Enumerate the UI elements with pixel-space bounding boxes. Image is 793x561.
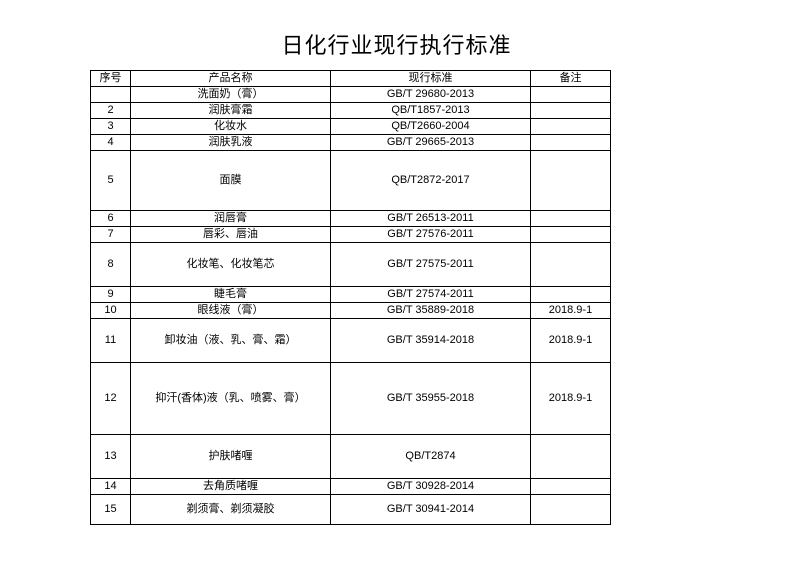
cell-std: GB/T 27576-2011: [331, 227, 531, 243]
cell-note: 2018.9-1: [531, 319, 611, 363]
cell-note: [531, 151, 611, 211]
cell-name: 润肤乳液: [131, 135, 331, 151]
cell-std: GB/T 27574-2011: [331, 287, 531, 303]
cell-name: 润唇膏: [131, 211, 331, 227]
cell-seq: 5: [91, 151, 131, 211]
cell-note: [531, 287, 611, 303]
cell-note: [531, 87, 611, 103]
standards-table: 序号 产品名称 现行标准 备注 洗面奶（膏）GB/T 29680-20132润肤…: [90, 70, 611, 525]
cell-note: 2018.9-1: [531, 363, 611, 435]
cell-note: [531, 211, 611, 227]
cell-seq: 7: [91, 227, 131, 243]
cell-name: 去角质啫喱: [131, 479, 331, 495]
cell-seq: 13: [91, 435, 131, 479]
cell-name: 剃须膏、剃须凝胶: [131, 495, 331, 525]
table-row: 12抑汗(香体)液（乳、喷雾、膏）GB/T 35955-20182018.9-1: [91, 363, 611, 435]
cell-std: GB/T 29665-2013: [331, 135, 531, 151]
cell-std: QB/T2874: [331, 435, 531, 479]
col-header-note: 备注: [531, 71, 611, 87]
cell-name: 睫毛膏: [131, 287, 331, 303]
cell-name: 化妆笔、化妆笔芯: [131, 243, 331, 287]
cell-note: [531, 479, 611, 495]
cell-std: GB/T 35889-2018: [331, 303, 531, 319]
cell-std: GB/T 30928-2014: [331, 479, 531, 495]
cell-note: 2018.9-1: [531, 303, 611, 319]
cell-name: 护肤啫喱: [131, 435, 331, 479]
cell-seq: 15: [91, 495, 131, 525]
cell-seq: 11: [91, 319, 131, 363]
table-row: 13护肤啫喱QB/T2874: [91, 435, 611, 479]
table-row: 洗面奶（膏）GB/T 29680-2013: [91, 87, 611, 103]
col-header-seq: 序号: [91, 71, 131, 87]
table-row: 4润肤乳液GB/T 29665-2013: [91, 135, 611, 151]
table-header-row: 序号 产品名称 现行标准 备注: [91, 71, 611, 87]
cell-std: GB/T 27575-2011: [331, 243, 531, 287]
table-row: 10眼线液（膏）GB/T 35889-20182018.9-1: [91, 303, 611, 319]
cell-note: [531, 135, 611, 151]
cell-seq: 2: [91, 103, 131, 119]
cell-std: GB/T 35914-2018: [331, 319, 531, 363]
table-row: 11卸妆油（液、乳、膏、霜）GB/T 35914-20182018.9-1: [91, 319, 611, 363]
table-row: 2润肤膏霜QB/T1857-2013: [91, 103, 611, 119]
col-header-name: 产品名称: [131, 71, 331, 87]
cell-seq: 8: [91, 243, 131, 287]
cell-name: 眼线液（膏）: [131, 303, 331, 319]
cell-name: 化妆水: [131, 119, 331, 135]
cell-std: GB/T 29680-2013: [331, 87, 531, 103]
cell-note: [531, 495, 611, 525]
cell-seq: 12: [91, 363, 131, 435]
cell-name: 面膜: [131, 151, 331, 211]
cell-seq: 10: [91, 303, 131, 319]
table-row: 14去角质啫喱GB/T 30928-2014: [91, 479, 611, 495]
cell-std: QB/T1857-2013: [331, 103, 531, 119]
cell-seq: 6: [91, 211, 131, 227]
cell-note: [531, 227, 611, 243]
cell-note: [531, 243, 611, 287]
col-header-std: 现行标准: [331, 71, 531, 87]
table-row: 3化妆水QB/T2660-2004: [91, 119, 611, 135]
table-row: 6润唇膏GB/T 26513-2011: [91, 211, 611, 227]
cell-std: QB/T2872-2017: [331, 151, 531, 211]
cell-std: GB/T 30941-2014: [331, 495, 531, 525]
page-title: 日化行业现行执行标准: [0, 0, 793, 70]
cell-note: [531, 119, 611, 135]
cell-seq: 9: [91, 287, 131, 303]
cell-std: GB/T 35955-2018: [331, 363, 531, 435]
cell-name: 润肤膏霜: [131, 103, 331, 119]
cell-std: QB/T2660-2004: [331, 119, 531, 135]
cell-note: [531, 103, 611, 119]
cell-seq: 4: [91, 135, 131, 151]
table-row: 8化妆笔、化妆笔芯GB/T 27575-2011: [91, 243, 611, 287]
standards-table-wrap: 序号 产品名称 现行标准 备注 洗面奶（膏）GB/T 29680-20132润肤…: [90, 70, 610, 525]
cell-name: 唇彩、唇油: [131, 227, 331, 243]
cell-name: 抑汗(香体)液（乳、喷雾、膏）: [131, 363, 331, 435]
table-row: 5面膜QB/T2872-2017: [91, 151, 611, 211]
table-row: 15剃须膏、剃须凝胶GB/T 30941-2014: [91, 495, 611, 525]
cell-seq: 14: [91, 479, 131, 495]
cell-note: [531, 435, 611, 479]
cell-name: 洗面奶（膏）: [131, 87, 331, 103]
table-row: 7唇彩、唇油GB/T 27576-2011: [91, 227, 611, 243]
cell-seq: 3: [91, 119, 131, 135]
table-row: 9睫毛膏GB/T 27574-2011: [91, 287, 611, 303]
cell-seq: [91, 87, 131, 103]
cell-name: 卸妆油（液、乳、膏、霜）: [131, 319, 331, 363]
cell-std: GB/T 26513-2011: [331, 211, 531, 227]
